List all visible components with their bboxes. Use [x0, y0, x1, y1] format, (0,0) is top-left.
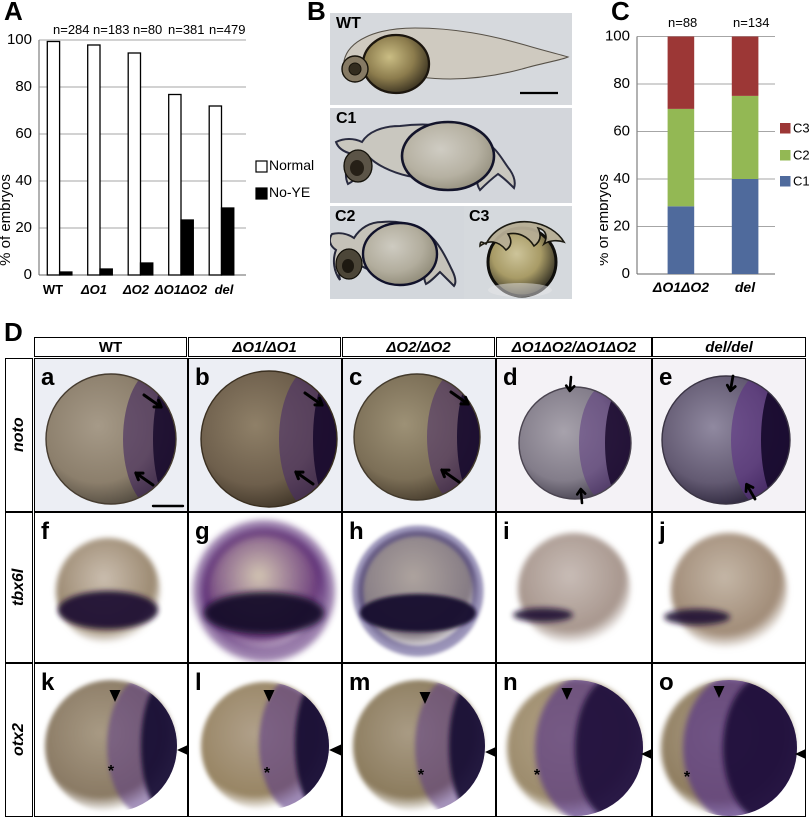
svg-text:Normal: Normal — [269, 157, 314, 173]
svg-text:*: * — [534, 767, 541, 784]
svg-text:b: b — [195, 364, 210, 391]
svg-text:20: 20 — [15, 219, 32, 236]
svg-text:60: 60 — [15, 125, 32, 142]
svg-text:20: 20 — [613, 218, 630, 235]
svg-text:60: 60 — [613, 123, 630, 140]
svg-text:n=284: n=284 — [53, 22, 90, 37]
svg-text:n=183: n=183 — [93, 22, 130, 37]
svg-text:% of embryos: % of embryos — [600, 174, 612, 266]
svg-text:i: i — [503, 518, 510, 545]
svg-text:g: g — [195, 518, 210, 545]
svg-text:WT: WT — [43, 282, 63, 297]
svg-text:% of embryos: % of embryos — [0, 174, 14, 266]
svg-text:40: 40 — [15, 172, 32, 189]
svg-text:n=88: n=88 — [668, 15, 697, 30]
svg-text:e: e — [659, 364, 672, 391]
svg-text:ΔO1ΔO2: ΔO1ΔO2 — [652, 279, 709, 295]
svg-text:h: h — [349, 518, 364, 545]
svg-text:40: 40 — [613, 170, 630, 187]
svg-text:0: 0 — [24, 266, 32, 283]
svg-text:del: del — [215, 282, 234, 297]
svg-text:C2: C2 — [335, 208, 356, 225]
svg-text:ΔO2: ΔO2 — [122, 282, 150, 297]
svg-text:*: * — [684, 769, 691, 786]
svg-text:n=80: n=80 — [133, 22, 162, 37]
svg-text:f: f — [41, 518, 50, 545]
svg-text:0: 0 — [622, 265, 630, 282]
svg-text:100: 100 — [7, 31, 32, 48]
svg-text:No-YE: No-YE — [269, 184, 310, 200]
svg-text:C1: C1 — [793, 174, 809, 189]
svg-text:*: * — [418, 767, 425, 784]
svg-text:a: a — [41, 364, 55, 391]
svg-text:100: 100 — [605, 28, 630, 45]
svg-text:*: * — [108, 763, 115, 780]
svg-text:c: c — [349, 364, 362, 391]
svg-text:n: n — [503, 669, 518, 696]
svg-text:C2: C2 — [793, 148, 809, 163]
svg-text:WT: WT — [336, 15, 361, 32]
svg-text:n=134: n=134 — [733, 15, 770, 30]
svg-text:d: d — [503, 364, 518, 391]
svg-text:ΔO1ΔO2: ΔO1ΔO2 — [154, 282, 208, 297]
svg-text:*: * — [264, 765, 271, 782]
svg-text:80: 80 — [613, 75, 630, 92]
svg-text:C3: C3 — [793, 121, 809, 136]
svg-text:C3: C3 — [469, 208, 490, 225]
svg-text:o: o — [659, 669, 674, 696]
svg-text:j: j — [658, 518, 666, 545]
svg-text:80: 80 — [15, 78, 32, 95]
svg-text:C1: C1 — [336, 110, 357, 127]
svg-text:k: k — [41, 669, 55, 696]
svg-text:del: del — [735, 279, 756, 295]
svg-text:n=479: n=479 — [209, 22, 246, 37]
svg-text:n=381: n=381 — [168, 22, 205, 37]
svg-text:m: m — [349, 669, 370, 696]
svg-text:ΔO1: ΔO1 — [80, 282, 107, 297]
svg-text:l: l — [195, 669, 202, 696]
